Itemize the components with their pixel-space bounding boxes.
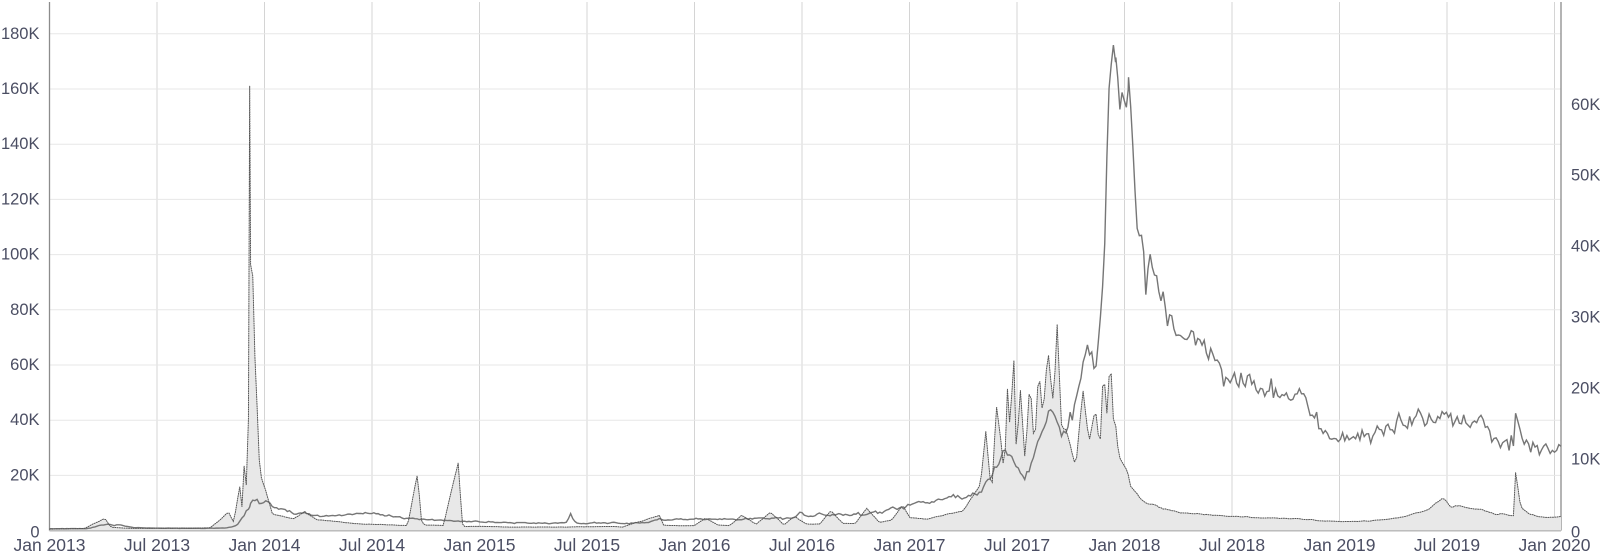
svg-text:Jul 2013: Jul 2013 <box>124 535 190 555</box>
svg-text:Jan 2015: Jan 2015 <box>443 535 515 555</box>
svg-text:Jan 2017: Jan 2017 <box>873 535 945 555</box>
svg-text:Jul 2014: Jul 2014 <box>339 535 405 555</box>
svg-text:Jan 2019: Jan 2019 <box>1303 535 1375 555</box>
svg-text:60K: 60K <box>10 356 39 374</box>
svg-text:140K: 140K <box>1 135 40 153</box>
svg-text:120K: 120K <box>1 190 40 208</box>
svg-text:0: 0 <box>1571 524 1580 542</box>
svg-text:Jan 2016: Jan 2016 <box>658 535 730 555</box>
svg-text:Jul 2016: Jul 2016 <box>769 535 835 555</box>
svg-text:0: 0 <box>30 524 39 542</box>
svg-text:Jul 2019: Jul 2019 <box>1414 535 1480 555</box>
svg-text:Jul 2015: Jul 2015 <box>554 535 620 555</box>
svg-text:Jul 2018: Jul 2018 <box>1199 535 1265 555</box>
svg-text:10K: 10K <box>1571 451 1600 469</box>
svg-text:Jan 2014: Jan 2014 <box>228 535 300 555</box>
svg-text:40K: 40K <box>1571 238 1600 256</box>
svg-text:Jan 2018: Jan 2018 <box>1088 535 1160 555</box>
svg-text:80K: 80K <box>10 301 39 319</box>
svg-text:Jul 2017: Jul 2017 <box>984 535 1050 555</box>
svg-text:20K: 20K <box>1571 380 1600 398</box>
svg-text:50K: 50K <box>1571 167 1600 185</box>
svg-text:180K: 180K <box>1 25 40 43</box>
svg-text:20K: 20K <box>10 466 39 484</box>
svg-text:100K: 100K <box>1 246 40 264</box>
svg-text:40K: 40K <box>10 411 39 429</box>
svg-text:60K: 60K <box>1571 96 1600 114</box>
svg-text:30K: 30K <box>1571 309 1600 327</box>
svg-text:160K: 160K <box>1 80 40 98</box>
svg-text:Jan 2013: Jan 2013 <box>13 535 85 555</box>
